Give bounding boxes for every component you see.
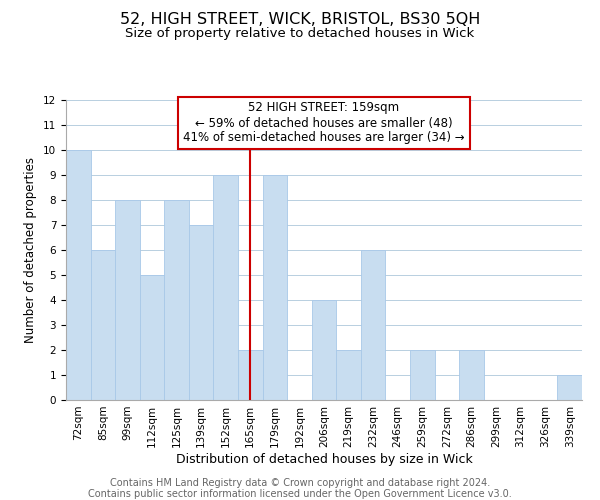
Text: Contains public sector information licensed under the Open Government Licence v3: Contains public sector information licen… [88, 489, 512, 499]
X-axis label: Distribution of detached houses by size in Wick: Distribution of detached houses by size … [176, 452, 472, 466]
Bar [66, 150, 91, 400]
Bar [164, 200, 189, 400]
Bar [312, 300, 336, 400]
Bar [557, 375, 582, 400]
Bar [410, 350, 434, 400]
Bar [459, 350, 484, 400]
Bar [140, 275, 164, 400]
Bar [336, 350, 361, 400]
Text: 52 HIGH STREET: 159sqm
← 59% of detached houses are smaller (48)
41% of semi-det: 52 HIGH STREET: 159sqm ← 59% of detached… [183, 102, 465, 144]
Bar [189, 225, 214, 400]
Y-axis label: Number of detached properties: Number of detached properties [25, 157, 37, 343]
Bar [115, 200, 140, 400]
Text: 52, HIGH STREET, WICK, BRISTOL, BS30 5QH: 52, HIGH STREET, WICK, BRISTOL, BS30 5QH [120, 12, 480, 28]
Bar [263, 175, 287, 400]
Bar [214, 175, 238, 400]
Bar [91, 250, 115, 400]
Text: Contains HM Land Registry data © Crown copyright and database right 2024.: Contains HM Land Registry data © Crown c… [110, 478, 490, 488]
Bar [238, 350, 263, 400]
Text: Size of property relative to detached houses in Wick: Size of property relative to detached ho… [125, 28, 475, 40]
Bar [361, 250, 385, 400]
